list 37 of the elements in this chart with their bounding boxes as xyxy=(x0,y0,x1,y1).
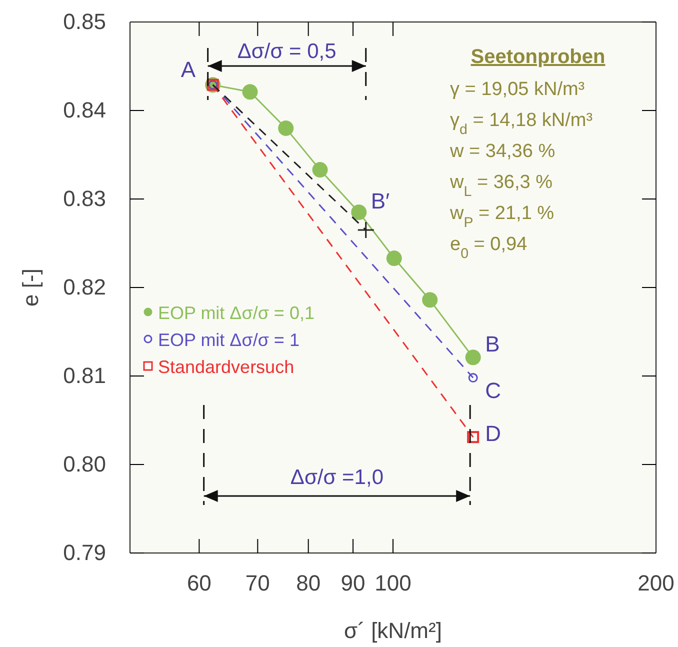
legend-label: EOP mit Δσ/σ = 1 xyxy=(158,330,300,350)
x-tick-label: 70 xyxy=(245,570,270,596)
x-tick-label: 90 xyxy=(340,570,366,596)
x-tick-label: 60 xyxy=(186,570,212,596)
annotation: D xyxy=(485,421,501,446)
annotation: w$_{P}$ = 21,1 % xyxy=(449,203,554,231)
annotation: C xyxy=(485,378,502,403)
annotation: Δσ/σ = 0,5 xyxy=(237,40,336,63)
annotation: Δσ/σ =1,0 xyxy=(290,466,384,489)
x-tick-label: 200 xyxy=(638,570,674,596)
annotation: Seetonproben xyxy=(470,46,606,68)
y-tick-label: 0.81 xyxy=(63,363,106,388)
y-tick-label: 0.79 xyxy=(63,540,106,566)
annotation: w = 34,36 % xyxy=(449,141,556,162)
point xyxy=(386,250,402,266)
annotation: B xyxy=(485,331,500,356)
y-tick-label: 0.85 xyxy=(63,9,106,34)
legend-label: Standardversuch xyxy=(158,357,294,377)
y-tick-label: 0.82 xyxy=(63,274,106,300)
x-axis-title: σ´ [kN/m²] xyxy=(344,618,442,643)
x-tick-label: 100 xyxy=(374,570,412,596)
y-tick-label: 0.84 xyxy=(63,98,106,123)
annotation: w$_{L}$ = 36,3 % xyxy=(449,172,553,200)
legend-label: EOP mit Δσ/σ = 0,1 xyxy=(158,303,314,323)
y-tick-label: 0.83 xyxy=(63,186,106,212)
y-axis-title: e [-] xyxy=(18,268,43,306)
x-tick-label: 80 xyxy=(296,570,321,596)
annotation: A xyxy=(180,56,196,82)
annotation: B′ xyxy=(370,188,390,214)
point xyxy=(242,84,258,100)
point xyxy=(278,120,294,136)
annotation: γ$_{d}$ = 14,18 kN/m³ xyxy=(450,110,593,138)
point xyxy=(351,204,367,220)
point xyxy=(422,292,438,308)
y-tick-label: 0.80 xyxy=(63,452,106,477)
annotation: γ = 19,05 kN/m³ xyxy=(450,79,585,100)
annotation: e$_{0}$ = 0,94 xyxy=(450,234,528,262)
